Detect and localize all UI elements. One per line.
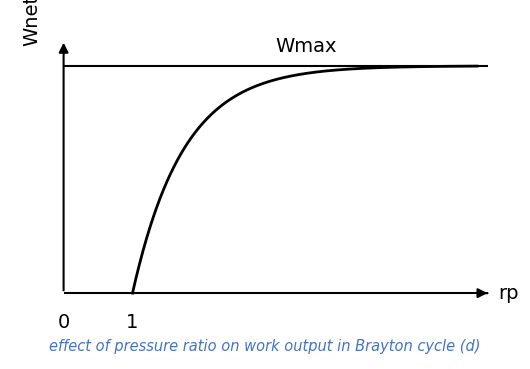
Text: 1: 1 <box>126 313 139 332</box>
Text: 0: 0 <box>57 313 70 332</box>
Text: effect of pressure ratio on work output in Brayton cycle (d): effect of pressure ratio on work output … <box>49 339 481 354</box>
Text: Wnet: Wnet <box>22 0 41 46</box>
Text: Wmax: Wmax <box>276 37 337 56</box>
Text: rp: rp <box>498 284 519 303</box>
